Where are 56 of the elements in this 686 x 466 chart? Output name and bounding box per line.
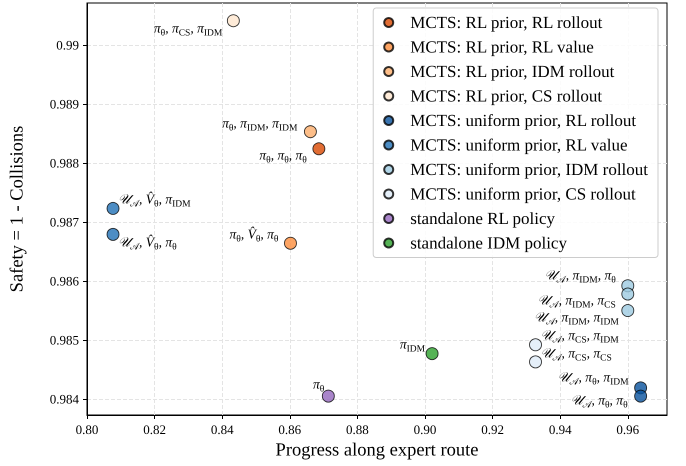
annotation: π$_{θ}$ — [313, 376, 324, 395]
legend-label: MCTS: RL prior, RL rollout — [410, 13, 603, 32]
point — [322, 390, 335, 403]
x-tick-label: 0.88 — [346, 422, 369, 437]
annotation: 𝒰$_{𝒜}$, π$_{IDM}$, π$_{CS}$ — [538, 292, 616, 311]
annotation: π$_{IDM}$ — [400, 336, 426, 354]
y-axis-title: Safety = 1 - Collisions — [8, 126, 28, 292]
point — [312, 142, 326, 156]
annotation: π$_{θ}$, π$_{θ}$, π$_{θ}$ — [259, 147, 307, 166]
legend-label: MCTS: RL prior, IDM rollout — [410, 62, 615, 81]
legend-label: MCTS: RL prior, CS rollout — [410, 86, 602, 106]
legend-label: standalone RL policy — [410, 209, 556, 228]
point — [304, 125, 317, 138]
x-tick-label: 0.86 — [278, 422, 302, 437]
annotation: 𝒰$_{𝒜}$, π$_{IDM}$, π$_{θ}$ — [544, 266, 616, 286]
y-tick-label: 0.99 — [56, 37, 79, 52]
point — [284, 236, 297, 250]
y-tick-label: 0.988 — [50, 155, 79, 170]
point — [106, 228, 120, 241]
x-tick-label: 0.84 — [210, 422, 234, 437]
legend-label: MCTS: uniform prior, RL value — [410, 136, 628, 154]
point — [529, 355, 542, 368]
annotation: 𝒰$_{𝒜}$, π$_{IDM}$, π$_{IDM}$ — [534, 308, 619, 328]
point — [529, 338, 542, 352]
point — [621, 304, 634, 317]
point — [634, 390, 648, 403]
annotation: π$_{θ}$, π$_{IDM}$, π$_{IDM}$ — [222, 114, 298, 134]
x-tick-label: 0.90 — [414, 422, 436, 437]
x-tick-label: 0.82 — [143, 422, 166, 437]
x-tick-label: 0.92 — [481, 422, 504, 437]
x-tick-label: 0.96 — [616, 422, 640, 437]
y-tick-label: 0.986 — [50, 274, 80, 289]
legend-label: MCTS: RL prior, RL value — [410, 38, 594, 56]
y-tick-label: 0.987 — [50, 214, 80, 230]
x-tick-label: 0.80 — [76, 422, 98, 437]
annotation: π$_{θ}$, V̂$_{θ}$, π$_{θ}$ — [230, 226, 278, 245]
annotation: π$_{θ}$, π$_{CS}$, π$_{IDM}$ — [154, 20, 222, 38]
y-tick-label: 0.989 — [50, 96, 79, 112]
x-tick-label: 0.94 — [548, 422, 572, 437]
point — [226, 14, 240, 28]
point — [106, 202, 120, 215]
annotation: 𝒰$_{𝒜}$, π$_{θ}$, π$_{IDM}$ — [558, 369, 629, 388]
annotation: 𝒰$_{𝒜}$, V̂$_{θ}$, π$_{IDM}$ — [118, 192, 191, 210]
point — [426, 347, 439, 360]
legend-label: MCTS: uniform prior, IDM rollout — [410, 160, 648, 179]
annotation: 𝒰$_{𝒜}$, π$_{CS}$, π$_{IDM}$ — [540, 327, 619, 346]
annotation: 𝒰$_{𝒜}$, π$_{CS}$, π$_{CS}$ — [540, 345, 612, 364]
y-tick-label: 0.985 — [50, 332, 79, 348]
y-tick-label: 0.984 — [50, 392, 80, 407]
legend-label: MCTS: uniform prior, CS rollout — [410, 184, 636, 204]
point — [621, 288, 634, 300]
annotation: 𝒰$_{𝒜}$, V̂$_{θ}$, π$_{θ}$ — [118, 234, 177, 254]
annotation: 𝒰$_{𝒜}$, π$_{θ}$, π$_{θ}$ — [570, 392, 628, 411]
legend-label: MCTS: uniform prior, RL rollout — [410, 111, 636, 130]
x-axis-title: Progress along expert route — [276, 440, 478, 460]
legend-label: standalone IDM policy — [410, 234, 568, 252]
